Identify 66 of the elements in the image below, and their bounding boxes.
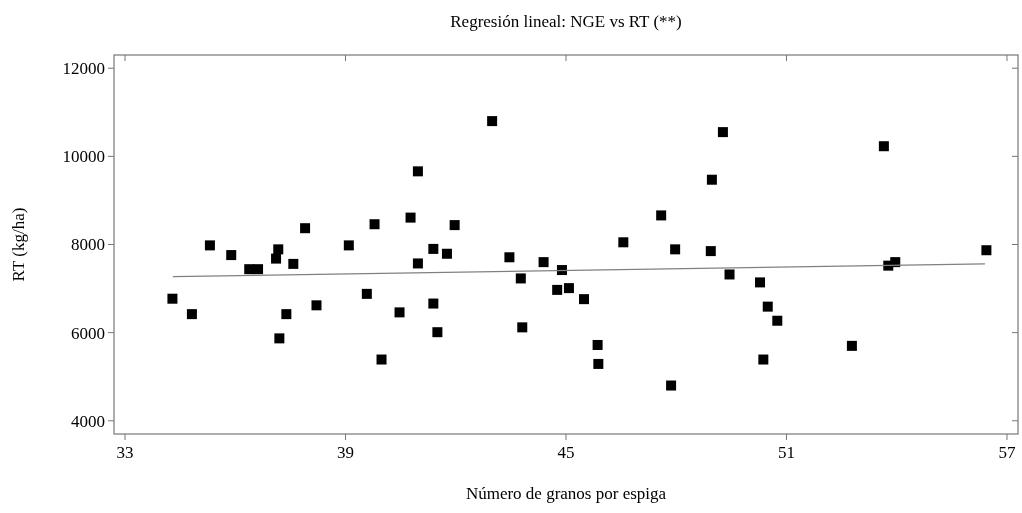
point xyxy=(441,248,452,259)
point xyxy=(706,174,717,185)
y-tick-label: 8000 xyxy=(71,235,105,255)
point xyxy=(846,340,857,351)
point xyxy=(666,380,677,391)
point xyxy=(369,219,380,230)
x-tick-label: 33 xyxy=(116,443,134,462)
point xyxy=(724,269,735,280)
point xyxy=(538,257,549,268)
point xyxy=(556,265,567,276)
point xyxy=(981,245,992,256)
point xyxy=(428,243,439,254)
point xyxy=(552,284,563,295)
x-tick-label: 57 xyxy=(998,443,1016,462)
point xyxy=(432,327,443,338)
point xyxy=(376,354,387,365)
point xyxy=(563,283,574,294)
x-tick-label: 45 xyxy=(557,443,575,462)
point xyxy=(361,288,372,299)
point xyxy=(412,258,423,269)
point xyxy=(593,358,604,369)
point xyxy=(890,257,901,268)
y-tick-label: 10000 xyxy=(62,147,105,167)
y-tick-label: 12000 xyxy=(62,59,105,79)
point xyxy=(253,264,264,275)
point xyxy=(592,339,603,350)
point xyxy=(271,253,282,264)
point xyxy=(762,301,773,312)
point xyxy=(204,240,215,251)
point xyxy=(670,244,681,255)
point xyxy=(717,127,728,138)
point xyxy=(311,300,322,311)
point xyxy=(504,252,515,263)
x-axis-title: Número de granos por espiga xyxy=(465,484,667,503)
y-axis-title: RT (kg/ha) xyxy=(9,207,28,282)
point xyxy=(186,309,197,320)
point xyxy=(226,250,237,261)
point xyxy=(167,293,178,304)
point xyxy=(705,246,716,257)
point xyxy=(772,315,783,326)
point xyxy=(758,354,769,365)
point xyxy=(449,220,460,231)
point xyxy=(755,277,766,288)
point xyxy=(428,298,439,309)
point xyxy=(343,240,354,251)
y-tick-label: 6000 xyxy=(71,323,105,343)
point xyxy=(517,322,528,333)
point xyxy=(300,223,311,234)
point xyxy=(656,210,667,221)
x-tick-label: 51 xyxy=(777,443,795,462)
point xyxy=(274,333,285,344)
point xyxy=(487,116,498,127)
point xyxy=(405,212,416,223)
point xyxy=(244,264,255,275)
point xyxy=(394,307,405,318)
point xyxy=(281,309,292,320)
point xyxy=(878,141,889,152)
point xyxy=(515,273,526,284)
point xyxy=(288,258,299,269)
point xyxy=(273,244,284,255)
point xyxy=(412,166,423,177)
chart-title: Regresión lineal: NGE vs RT (**) xyxy=(450,12,682,31)
point xyxy=(579,294,590,305)
y-tick-label: 4000 xyxy=(71,411,105,431)
x-tick-label: 39 xyxy=(337,443,355,462)
point xyxy=(618,237,629,248)
